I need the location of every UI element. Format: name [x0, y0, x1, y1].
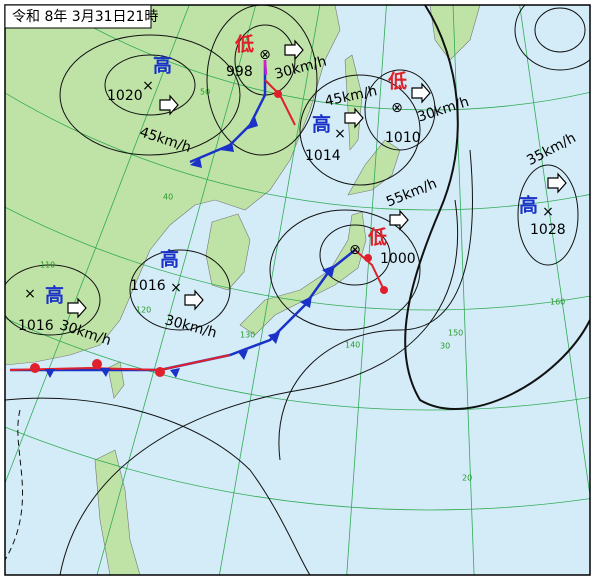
grid-label: 50: [200, 88, 210, 97]
pressure: 1016: [18, 318, 54, 334]
svg-text:×: ×: [334, 126, 346, 142]
pressure: 1000: [380, 251, 416, 267]
sakhalin: [344, 54, 363, 151]
system-kind: 低: [234, 33, 254, 56]
svg-text:×: ×: [170, 280, 182, 296]
pressure: 1014: [305, 148, 341, 164]
map-title: 令和 8年 3月31日21時: [12, 9, 158, 25]
grid-label: 120: [136, 306, 151, 315]
svg-text:×: ×: [24, 286, 36, 302]
pressure: 1020: [107, 88, 143, 104]
system-kind: 高: [160, 248, 179, 271]
grid-label: 140: [345, 341, 360, 350]
philippines: [94, 449, 141, 575]
centers: × ⊗ × ⊗ × ⊗ × ×: [24, 47, 554, 302]
grid-labels: 50 40 30 20 110 120 130 140 150 160: [40, 88, 565, 483]
system-kind: 低: [387, 70, 407, 93]
grid-label: 160: [550, 298, 565, 307]
frame: [4, 4, 591, 576]
system-kind: 高: [45, 284, 64, 307]
system-kind: 低: [367, 226, 387, 249]
system-kind: 高: [312, 113, 331, 136]
system-kind: 高: [153, 54, 172, 77]
svg-text:×: ×: [542, 204, 554, 220]
motion-arrows: [67, 39, 567, 319]
svg-text:×: ×: [142, 78, 154, 94]
kamchatka: [429, 5, 481, 61]
grid-label: 110: [40, 261, 55, 270]
system-kind: 高: [519, 194, 538, 217]
grid-label: 40: [163, 193, 173, 202]
grid-label: 130: [240, 331, 255, 340]
svg-text:⊗: ⊗: [259, 47, 271, 63]
fronts: [9, 59, 388, 378]
svg-text:⊗: ⊗: [391, 100, 403, 116]
pressure: 1016: [130, 278, 166, 294]
pressure: 1028: [530, 222, 566, 238]
grid-label: 30: [440, 342, 450, 351]
continent: [5, 5, 341, 366]
grid-label: 20: [462, 474, 472, 483]
korea: [205, 213, 251, 291]
grid-label: 150: [448, 329, 463, 338]
pressure: 1010: [385, 130, 421, 146]
pressure: 998: [226, 64, 253, 80]
svg-text:⊗: ⊗: [349, 242, 361, 258]
title-box: [4, 4, 152, 29]
